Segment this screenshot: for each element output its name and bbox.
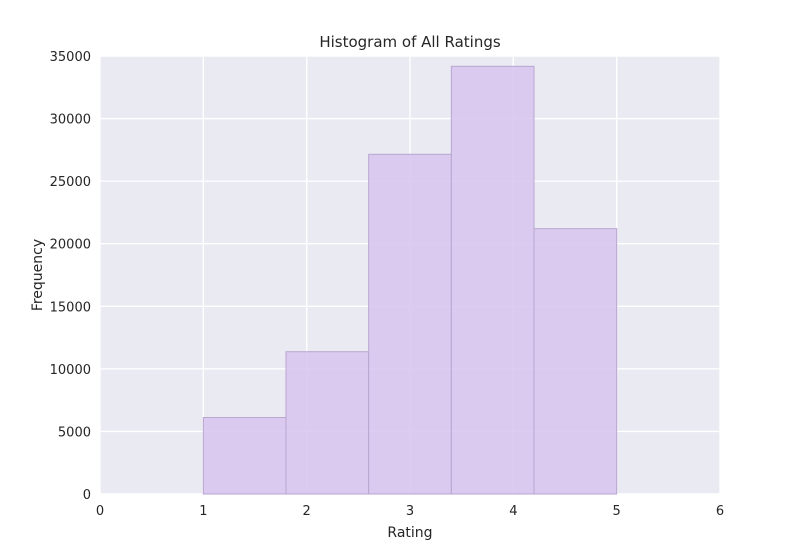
x-tick-label: 1 <box>199 504 207 519</box>
x-tick-label: 2 <box>303 504 311 519</box>
histogram-bar-3 <box>368 153 452 495</box>
y-tick-label: 15000 <box>50 300 91 315</box>
x-tick-label: 3 <box>406 504 414 519</box>
y-tick-labels: 0 5000 10000 15000 20000 25000 30000 35000 <box>50 50 91 503</box>
y-tick-label: 0 <box>83 488 91 503</box>
y-tick-label: 30000 <box>50 113 91 128</box>
x-tick-labels: 0 1 2 3 4 5 6 <box>96 504 724 519</box>
x-tick-label: 0 <box>96 504 104 519</box>
histogram-bar-1 <box>202 417 287 495</box>
histogram-bar-4 <box>450 65 535 495</box>
chart-title: Histogram of All Ratings <box>319 33 501 51</box>
x-tick-label: 5 <box>613 504 621 519</box>
histogram-bar-2 <box>285 351 370 495</box>
x-tick-label: 4 <box>509 504 517 519</box>
y-tick-label: 35000 <box>50 50 91 65</box>
y-tick-label: 5000 <box>58 425 91 440</box>
y-tick-label: 10000 <box>50 363 91 378</box>
bars <box>202 65 618 495</box>
y-tick-label: 20000 <box>50 238 91 253</box>
x-axis-label: Rating <box>387 525 432 541</box>
y-tick-label: 25000 <box>50 175 91 190</box>
y-axis-label: Frequency <box>30 239 46 311</box>
x-tick-label: 6 <box>716 504 724 519</box>
histogram-bar-5 <box>533 228 618 495</box>
